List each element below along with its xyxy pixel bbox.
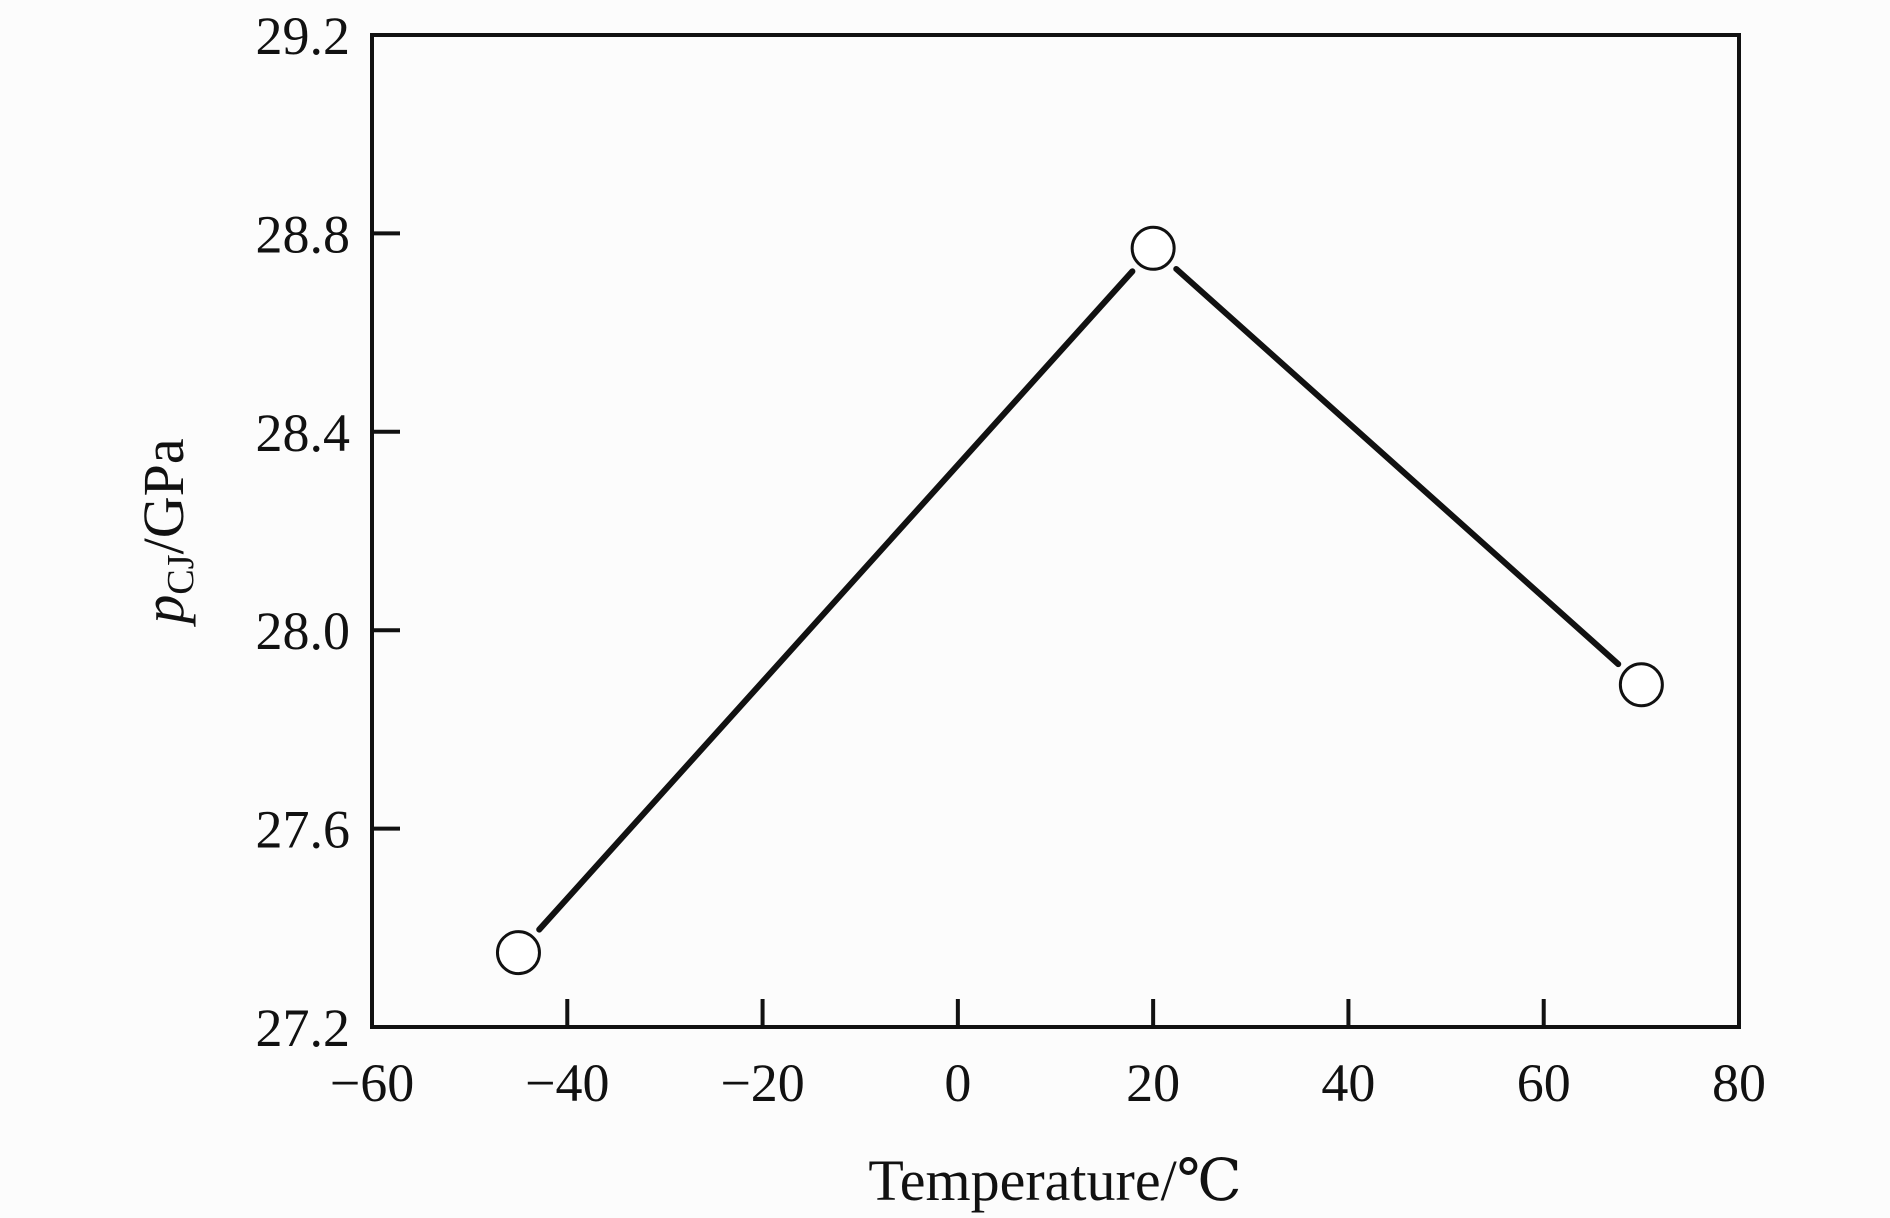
y-axis-ticks: 27.2 27.6 28.0 28.4 28.8 29.2 [256,6,400,1058]
x-tick-label: 20 [1126,1053,1180,1113]
x-tick-label: 80 [1712,1053,1766,1113]
data-point [495,930,541,976]
y-tick-label: 28.0 [256,601,351,661]
series-line-segment [1173,265,1622,668]
y-tick-label: 27.2 [256,998,351,1058]
y-axis-title-main: p [131,595,196,628]
x-axis-ticks: −60 −40 −20 0 20 40 60 80 [330,999,1766,1113]
x-tick-label: −60 [330,1053,414,1113]
plot-frame [370,33,1741,1029]
y-tick-label: 28.4 [256,403,351,463]
x-tick-label: −20 [720,1053,804,1113]
series-line-segment [536,268,1136,933]
x-axis-title: Temperature/℃ [868,1148,1241,1213]
y-tick-label: 27.6 [256,800,351,860]
y-axis-title-sub: CJ [160,554,202,594]
x-tick-label: 0 [944,1053,971,1113]
data-point [1130,225,1176,271]
x-tick-label: −40 [525,1053,609,1113]
x-tick-label: 40 [1321,1053,1375,1113]
y-tick-label: 29.2 [256,6,351,66]
series-group [495,225,1664,976]
x-tick-label: 60 [1517,1053,1571,1113]
y-axis-title: pCJ/GPa [131,438,202,627]
y-tick-label: 28.8 [256,204,351,264]
data-point [1618,662,1664,708]
y-axis-title-unit: /GPa [131,438,196,554]
